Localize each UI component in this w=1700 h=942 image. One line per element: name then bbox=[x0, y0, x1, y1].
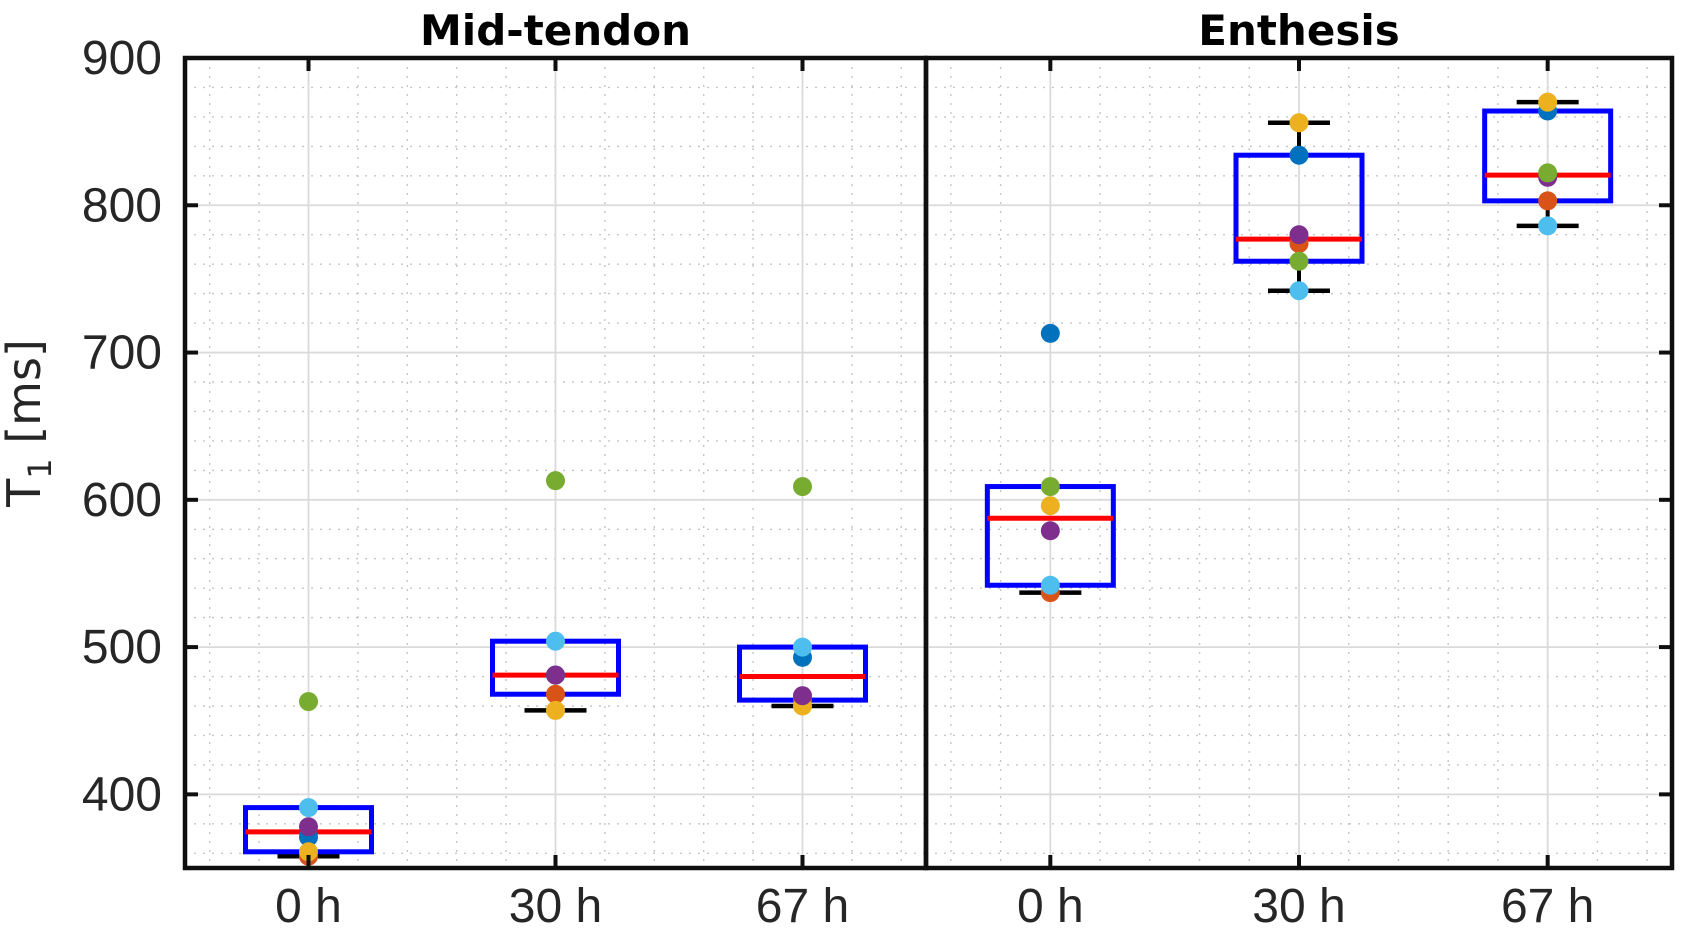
data-point-purple bbox=[793, 686, 812, 706]
y-axis-label: T1 [ms] bbox=[0, 339, 59, 508]
x-tick-label: 67 h bbox=[1501, 880, 1594, 933]
data-point-purple bbox=[1040, 521, 1060, 541]
data-point-purple bbox=[299, 817, 318, 837]
data-point-cyan bbox=[546, 631, 565, 651]
y-tick-label: 400 bbox=[82, 768, 162, 821]
data-point-cyan bbox=[1289, 281, 1309, 301]
data-point-cyan bbox=[1040, 575, 1060, 595]
data-point-green bbox=[1040, 477, 1060, 497]
data-point-yellow bbox=[546, 700, 565, 720]
x-tick-label: 67 h bbox=[756, 880, 849, 933]
panel-title: Mid-tendon bbox=[420, 6, 691, 55]
panel-title: Enthesis bbox=[1198, 6, 1399, 55]
data-point-yellow bbox=[1289, 113, 1309, 133]
y-tick-label: 900 bbox=[82, 32, 162, 85]
panel-mid-tendon: Mid-tendon 0 h 30 h 67 h bbox=[182, 6, 929, 933]
y-tick-label: 600 bbox=[82, 474, 162, 527]
data-point-yellow bbox=[1040, 496, 1060, 516]
data-point-red-orange bbox=[1538, 191, 1558, 211]
y-tick-label: 700 bbox=[82, 327, 162, 380]
x-tick-label: 30 h bbox=[509, 880, 602, 933]
data-point-green bbox=[1538, 163, 1558, 183]
data-point-cyan bbox=[793, 637, 812, 657]
data-point-blue bbox=[1040, 323, 1060, 343]
data-point-purple bbox=[546, 665, 565, 685]
y-tick-label: 500 bbox=[82, 621, 162, 674]
x-tick-label: 30 h bbox=[1252, 880, 1345, 933]
x-tick-label: 0 h bbox=[275, 880, 342, 933]
panel-enthesis: Enthesis 0 h 30 h 67 h bbox=[923, 6, 1675, 933]
data-point-green bbox=[1289, 251, 1309, 271]
data-point-red-orange bbox=[546, 684, 565, 704]
data-point-green bbox=[546, 471, 565, 491]
data-point-cyan bbox=[299, 798, 318, 818]
data-point-purple bbox=[1289, 225, 1309, 245]
y-tick-label: 800 bbox=[82, 179, 162, 232]
data-point-yellow bbox=[1538, 92, 1558, 112]
data-point-blue bbox=[1289, 145, 1309, 165]
data-point-yellow bbox=[299, 842, 318, 862]
x-tick-label: 0 h bbox=[1017, 880, 1084, 933]
data-point-cyan bbox=[1538, 216, 1558, 236]
data-point-green bbox=[793, 477, 812, 497]
data-point-green bbox=[299, 692, 318, 712]
